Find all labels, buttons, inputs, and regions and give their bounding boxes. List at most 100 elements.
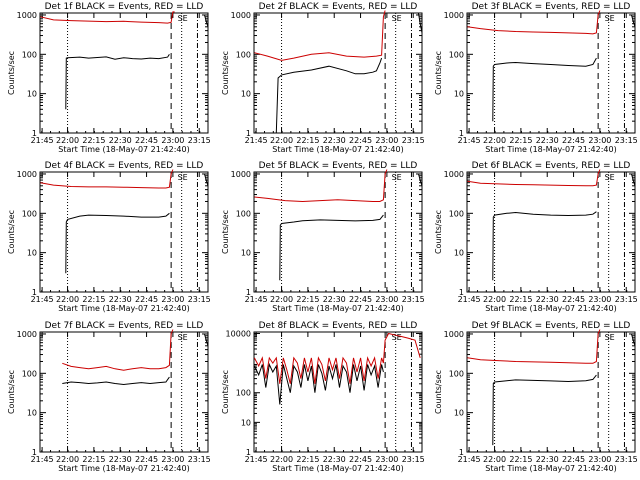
se-label: SE	[605, 333, 615, 342]
x-tick-label: 22:15	[296, 136, 319, 145]
series-line-2	[65, 212, 170, 274]
x-tick-label: 22:45	[349, 136, 372, 145]
series-line-3	[418, 13, 423, 33]
x-tick-label: 22:45	[135, 136, 158, 145]
x-axis-label: Start Time (18-May-07 21:42:40)	[485, 464, 616, 473]
x-tick-label: 21:45	[458, 295, 481, 304]
det-plot-4: Det 4f BLACK = Events, RED = LLD 1 10 100 10…	[7, 161, 211, 313]
y-tick-label: 1	[246, 448, 251, 457]
y-tick-label: 1000	[231, 170, 251, 179]
x-tick-label: 22:00	[56, 136, 79, 145]
x-tick-label: 23:00	[161, 295, 184, 304]
plot-title: Det 5f BLACK = Events, RED = LLD	[259, 161, 418, 171]
x-tick-label: 21:45	[458, 136, 481, 145]
x-tick-label: 23:00	[375, 295, 398, 304]
x-tick-label: 22:15	[509, 455, 532, 464]
se-label: SE	[605, 173, 615, 182]
x-tick-label: 22:30	[323, 455, 346, 464]
plot-frame	[466, 12, 636, 134]
plot-frame	[39, 171, 209, 293]
series-line-3	[204, 14, 209, 27]
y-axis-label: Counts/sec	[221, 370, 230, 414]
x-tick-label: 23:00	[588, 136, 611, 145]
series-line-2	[492, 211, 597, 281]
x-axis-label: Start Time (18-May-07 21:42:40)	[272, 145, 403, 154]
x-axis-label: Start Time (18-May-07 21:42:40)	[485, 304, 616, 313]
y-axis-label: Counts/sec	[7, 210, 16, 254]
x-tick-label: 22:15	[509, 295, 532, 304]
x-tick-label: 21:45	[245, 136, 268, 145]
x-tick-label: 22:00	[270, 295, 293, 304]
plot-frame	[466, 331, 636, 453]
y-tick-label: 10	[454, 90, 464, 99]
x-tick-label: 23:00	[161, 455, 184, 464]
x-tick-label: 22:15	[296, 455, 319, 464]
y-tick-label: 1	[246, 288, 251, 297]
series-line-1	[467, 329, 601, 364]
det-plot-1: Det 1f BLACK = Events, RED = LLD 1 10 100 10…	[7, 2, 211, 154]
y-tick-label: 10	[241, 418, 251, 427]
series-line-3	[418, 173, 423, 186]
plot-frame	[466, 171, 636, 293]
x-tick-label: 23:15	[402, 295, 425, 304]
x-tick-label: 23:15	[188, 455, 211, 464]
x-tick-label: 22:00	[483, 455, 506, 464]
x-tick-label: 22:45	[562, 295, 585, 304]
se-label: SE	[178, 14, 188, 23]
det-plot-6: Det 6f BLACK = Events, RED = LLD 1 10 100 10…	[434, 161, 638, 313]
det-plot-8: Det 8f BLACK = Events, RED = LLD 1 10 100 10…	[221, 321, 425, 473]
y-tick-label: 100	[236, 50, 251, 59]
se-label: SE	[392, 333, 402, 342]
x-tick-label: 21:45	[31, 295, 54, 304]
y-tick-label: 100	[449, 369, 464, 378]
x-tick-label: 22:00	[56, 455, 79, 464]
x-tick-label: 22:45	[562, 136, 585, 145]
series-line-2	[492, 374, 597, 446]
series-line-2	[65, 54, 170, 110]
x-axis-label: Start Time (18-May-07 21:42:40)	[485, 145, 616, 154]
y-tick-label: 1	[32, 129, 37, 138]
x-tick-label: 22:15	[509, 136, 532, 145]
x-tick-label: 22:45	[349, 455, 372, 464]
plot-frame	[39, 331, 209, 453]
x-axis-label: Start Time (18-May-07 21:42:40)	[58, 145, 189, 154]
series-line-2	[62, 376, 170, 386]
x-tick-label: 22:30	[536, 295, 559, 304]
x-tick-label: 23:00	[161, 136, 184, 145]
x-tick-label: 21:45	[245, 295, 268, 304]
y-tick-label: 1000	[17, 11, 37, 20]
y-tick-label: 10	[27, 249, 37, 258]
series-line-3	[204, 173, 209, 186]
y-tick-label: 100	[449, 209, 464, 218]
y-tick-label: 10	[241, 249, 251, 258]
x-tick-label: 23:00	[375, 455, 398, 464]
x-tick-label: 22:45	[135, 295, 158, 304]
x-tick-label: 22:45	[562, 455, 585, 464]
y-tick-label: 1	[32, 448, 37, 457]
x-tick-label: 21:45	[245, 455, 268, 464]
x-axis-label: Start Time (18-May-07 21:42:40)	[58, 304, 189, 313]
det-plot-2: Det 2f BLACK = Events, RED = LLD 1 10 100 10…	[221, 2, 425, 154]
x-tick-label: 22:30	[109, 136, 132, 145]
x-tick-label: 23:00	[375, 136, 398, 145]
plot-title: Det 4f BLACK = Events, RED = LLD	[45, 161, 204, 171]
x-tick-label: 23:15	[402, 136, 425, 145]
plot-title: Det 9f BLACK = Events, RED = LLD	[472, 321, 631, 331]
y-axis-label: Counts/sec	[434, 370, 443, 414]
y-tick-label: 100	[449, 50, 464, 59]
det-plot-7: Det 7f BLACK = Events, RED = LLD 1 10 100 10…	[7, 321, 211, 473]
x-tick-label: 22:45	[135, 455, 158, 464]
y-tick-label: 10	[454, 249, 464, 258]
x-tick-label: 22:00	[270, 136, 293, 145]
y-tick-label: 100	[236, 389, 251, 398]
x-tick-label: 22:00	[483, 295, 506, 304]
series-line-1	[40, 11, 175, 24]
se-label: SE	[178, 333, 188, 342]
x-tick-label: 22:30	[323, 136, 346, 145]
series-line-1	[467, 169, 601, 187]
plot-frame	[253, 331, 423, 453]
x-tick-label: 22:15	[82, 295, 105, 304]
y-tick-label: 1	[459, 448, 464, 457]
series-line-3	[631, 173, 636, 186]
